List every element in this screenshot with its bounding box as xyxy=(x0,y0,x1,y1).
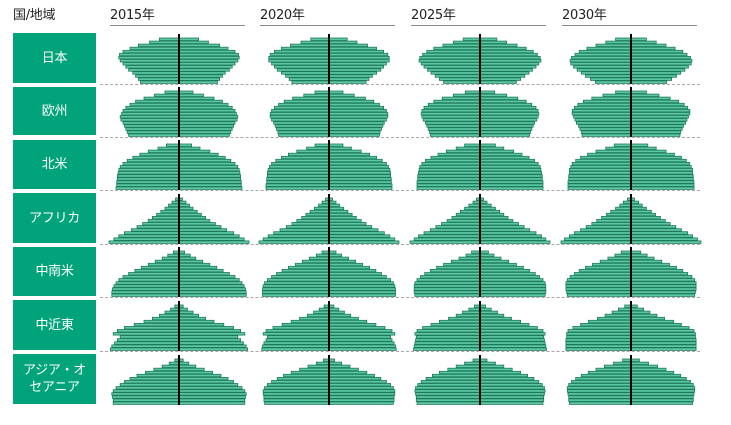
region-label-latin-america: 中南米 xyxy=(13,247,96,296)
row-separator xyxy=(100,190,700,191)
region-label-north-america: 北米 xyxy=(13,140,96,189)
year-header-2030: 2030年 xyxy=(562,8,607,23)
region-label-asia-oceania: アジア・オ セアニア xyxy=(13,354,96,404)
row-separator xyxy=(100,137,700,138)
region-label-africa: アフリカ xyxy=(13,193,96,243)
year-header-2020: 2020年 xyxy=(260,8,305,23)
year-header-underline xyxy=(411,25,546,26)
region-label-middle-east: 中近東 xyxy=(13,300,96,350)
region-label-europe: 欧州 xyxy=(13,87,96,135)
row-separator xyxy=(100,84,700,85)
row-separator xyxy=(100,244,700,245)
year-header-2025: 2025年 xyxy=(411,8,456,23)
year-header-underline xyxy=(110,25,245,26)
year-header-2015: 2015年 xyxy=(110,8,155,23)
year-header-underline xyxy=(260,25,395,26)
year-header-underline xyxy=(562,25,697,26)
row-separator xyxy=(100,351,700,352)
row-separator xyxy=(100,297,700,298)
region-label-japan: 日本 xyxy=(13,33,96,83)
region-column-header: 国/地域 xyxy=(13,8,56,23)
